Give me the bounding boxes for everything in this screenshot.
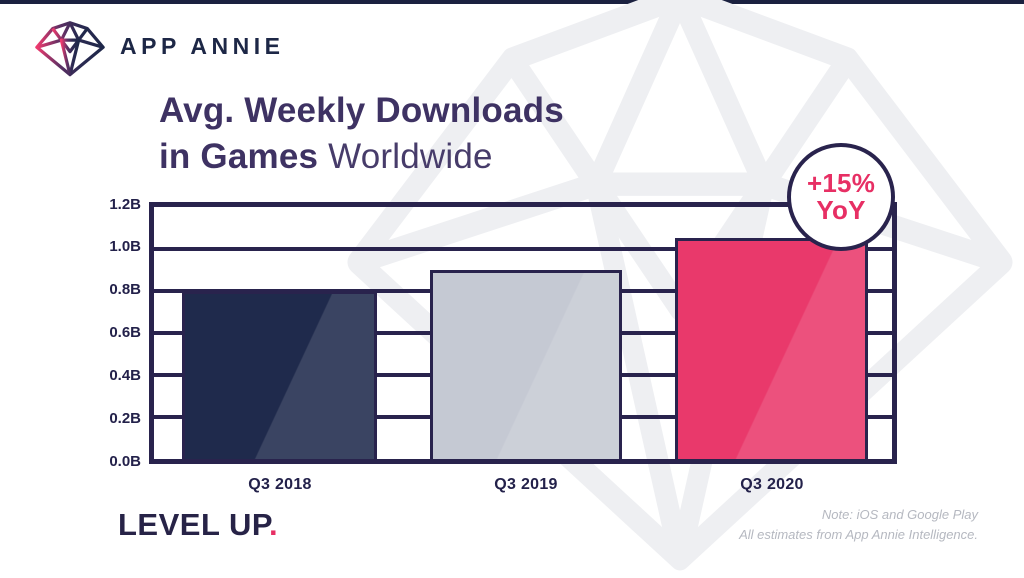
bar-sheen [678,241,865,459]
chart-title-line2-regular: Worldwide [328,137,493,176]
tagline-period: . [269,507,279,542]
bar-sheen [433,273,619,459]
y-axis-tick-label: 0.4B [109,367,141,384]
source-note-line2: All estimates from App Annie Intelligenc… [739,527,978,542]
y-axis-tick-label: 1.2B [109,196,141,213]
chart-title: Avg. Weekly Downloads in Games Worldwide [159,88,564,180]
source-note: Note: iOS and Google Play All estimates … [739,505,978,545]
brand-name: APP ANNIE [120,33,285,59]
bar-q3-2019 [430,270,622,459]
yoy-badge: +15% YoY [787,143,895,251]
tagline: LEVEL UP. [118,507,278,543]
y-axis-tick-label: 0.2B [109,410,141,427]
y-axis-tick-label: 1.0B [109,238,141,255]
source-note-line1: Note: iOS and Google Play [821,507,978,522]
app-annie-logo-icon [35,21,105,77]
bar-q3-2020 [675,238,868,459]
top-border-strip [0,0,1024,4]
chart-title-line2: in Games Worldwide [159,134,564,180]
x-axis-label: Q3 2020 [740,476,804,493]
y-axis-tick-label: 0.0B [109,453,141,470]
y-axis-tick-label: 0.6B [109,324,141,341]
y-axis-tick-label: 0.8B [109,281,141,298]
plot-area [149,202,897,464]
chart-title-line1: Avg. Weekly Downloads [159,91,564,130]
bar-sheen [185,294,374,459]
x-axis-label: Q3 2018 [248,476,312,493]
chart-title-line2-bold: in Games [159,137,319,176]
x-axis-label: Q3 2019 [494,476,558,493]
yoy-badge-label: YoY [816,195,866,225]
tagline-text: LEVEL UP [118,507,270,542]
bar-q3-2018 [182,291,377,459]
yoy-badge-percent: +15% [806,168,876,198]
